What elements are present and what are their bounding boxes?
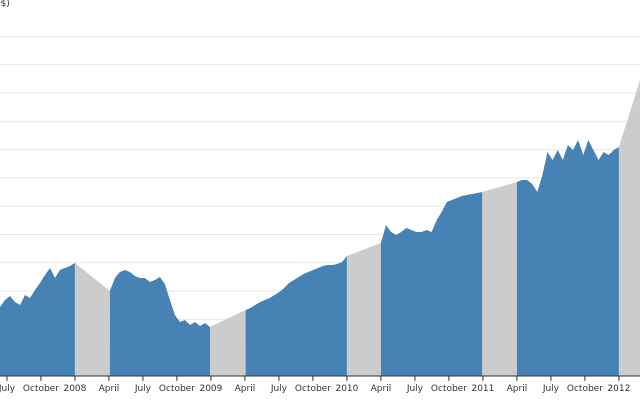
gap-area (482, 182, 517, 376)
x-tick-label: October (159, 384, 195, 394)
x-tick-label: July (0, 384, 16, 394)
x-tick-label: July (542, 384, 560, 394)
x-tick-label: October (431, 384, 467, 394)
data-area-segment (109, 270, 210, 376)
data-areas (0, 140, 619, 376)
gap-areas (74, 80, 640, 376)
data-area-segment (380, 192, 483, 376)
x-tick-label: April (235, 384, 256, 394)
x-tick-label: October (295, 384, 331, 394)
x-tick-label: April (507, 384, 528, 394)
x-tick-label: 2011 (471, 384, 494, 394)
x-tick-label: October (567, 384, 603, 394)
x-tick-label: 2008 (63, 384, 86, 394)
x-axis: July October 2008 April July October 2009 April… (0, 375, 640, 394)
data-area-segment (516, 140, 619, 376)
x-tick-label: 2012 (607, 384, 630, 394)
x-tick-label: 2010 (335, 384, 358, 394)
gap-area (618, 80, 640, 376)
x-tick-label: October (23, 384, 59, 394)
gap-area (74, 263, 110, 376)
x-tick-label: 2009 (199, 384, 222, 394)
x-tick-label: July (406, 384, 424, 394)
gap-area (346, 243, 381, 376)
x-tick-label: July (270, 384, 288, 394)
y-axis-label: ($) (0, 0, 10, 9)
gap-area (210, 310, 246, 376)
data-area-segment (245, 256, 347, 376)
data-area-segment (0, 263, 75, 376)
x-tick-label: July (134, 384, 152, 394)
x-tick-label: April (99, 384, 120, 394)
x-tick-label: April (371, 384, 392, 394)
